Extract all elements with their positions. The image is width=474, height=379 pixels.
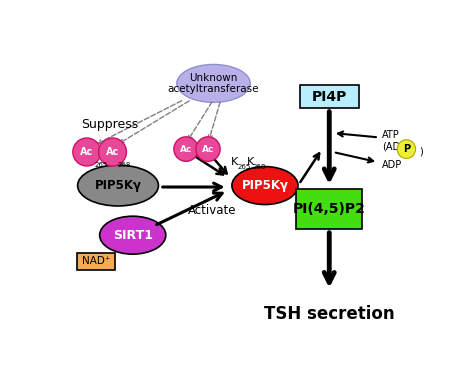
Text: Ac: Ac	[180, 144, 192, 153]
Ellipse shape	[174, 137, 198, 161]
Ellipse shape	[100, 216, 166, 254]
Text: PIP5Kγ: PIP5Kγ	[95, 179, 141, 192]
Text: Ac: Ac	[106, 147, 119, 157]
Ellipse shape	[73, 138, 101, 166]
Ellipse shape	[177, 64, 250, 102]
Text: Activate: Activate	[187, 204, 236, 217]
FancyBboxPatch shape	[300, 85, 359, 108]
Text: SIRT1: SIRT1	[113, 229, 153, 242]
Text: 268: 268	[253, 164, 266, 170]
Text: 265: 265	[94, 162, 108, 168]
Ellipse shape	[232, 167, 298, 205]
Text: TSH secretion: TSH secretion	[264, 305, 394, 323]
Text: Ac: Ac	[80, 147, 93, 157]
FancyBboxPatch shape	[76, 253, 116, 269]
Text: 268: 268	[117, 162, 131, 168]
Ellipse shape	[78, 165, 158, 206]
Text: ADP: ADP	[382, 160, 402, 170]
FancyBboxPatch shape	[296, 189, 363, 229]
Text: ATP
(ADP-: ATP (ADP-	[382, 130, 409, 151]
Text: P: P	[403, 144, 410, 154]
Text: ): )	[419, 147, 423, 157]
Text: PI4P: PI4P	[311, 89, 347, 103]
Text: K: K	[246, 157, 254, 167]
Text: PI(4,5)P2: PI(4,5)P2	[293, 202, 365, 216]
Text: 265: 265	[237, 164, 250, 170]
Text: Ac: Ac	[202, 144, 214, 153]
Text: K: K	[231, 157, 238, 167]
Ellipse shape	[397, 140, 416, 158]
Text: Unknown
acetyltransferase: Unknown acetyltransferase	[168, 73, 259, 94]
Text: NAD⁺: NAD⁺	[82, 257, 110, 266]
Text: Suppress: Suppress	[82, 118, 138, 131]
Ellipse shape	[196, 137, 220, 161]
Text: PIP5Kγ: PIP5Kγ	[242, 179, 288, 192]
Ellipse shape	[99, 138, 127, 166]
